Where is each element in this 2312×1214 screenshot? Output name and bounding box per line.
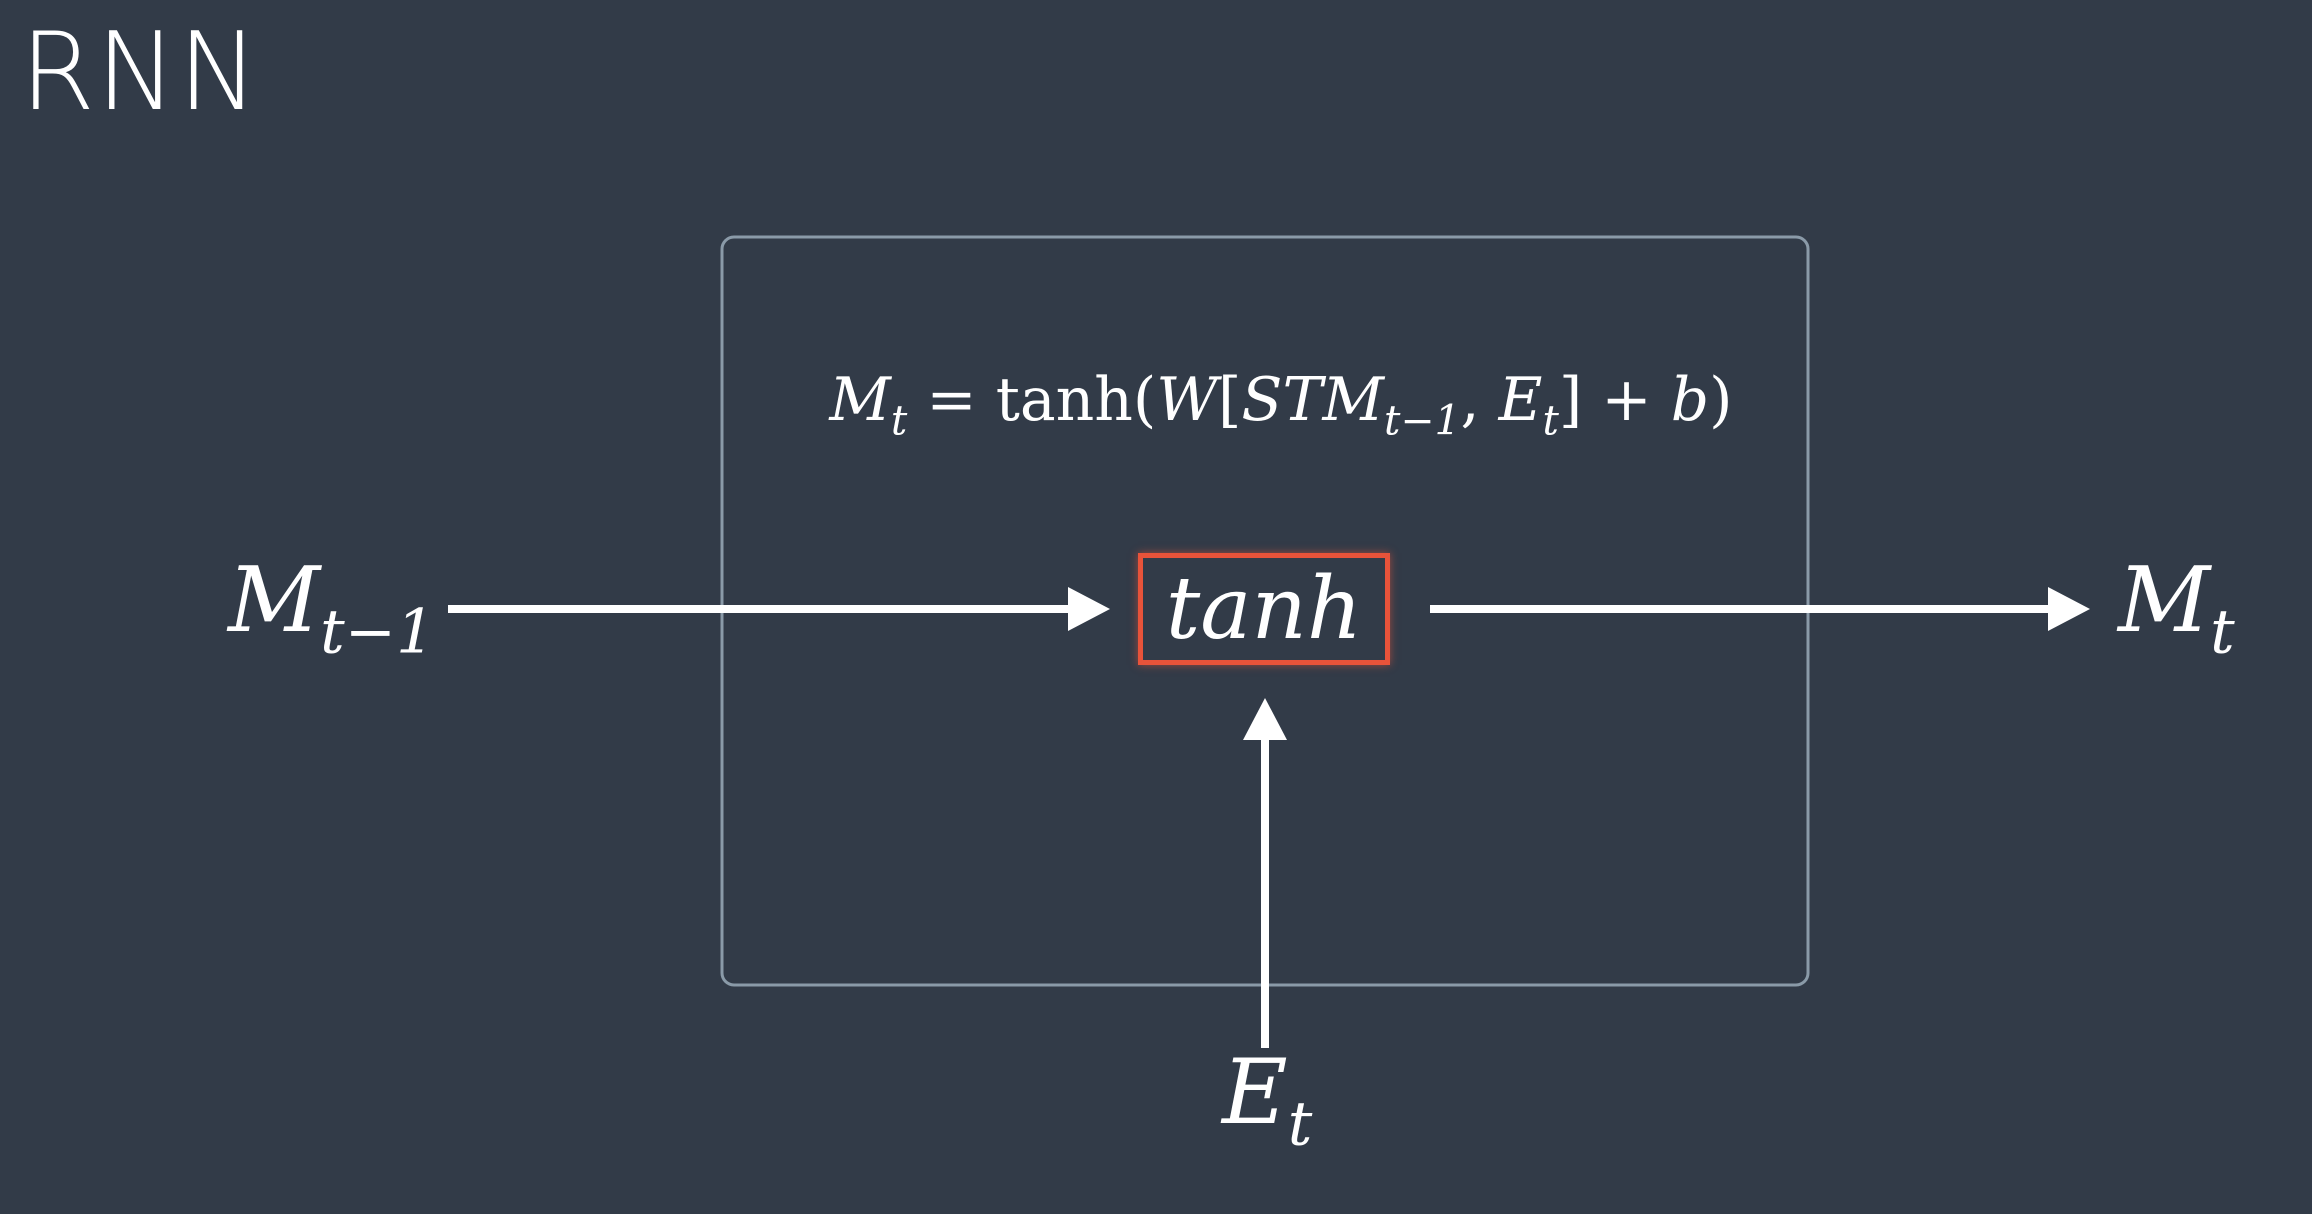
input-arrow [448,587,1110,631]
tanh-label: tanh [1165,559,1363,659]
tanh-activation-box: tanh [1138,553,1390,665]
output-memory-label: Mt [2118,548,2235,668]
embedding-arrow [1243,698,1287,1048]
input-memory-label: Mt−1 [228,548,435,668]
rnn-equation: Mt = tanh(W[STMt−1, Et] + b) [829,365,1733,445]
input-embedding-label: Et [1222,1040,1313,1160]
slide-title: RNN [20,10,260,135]
output-arrow [1430,587,2090,631]
